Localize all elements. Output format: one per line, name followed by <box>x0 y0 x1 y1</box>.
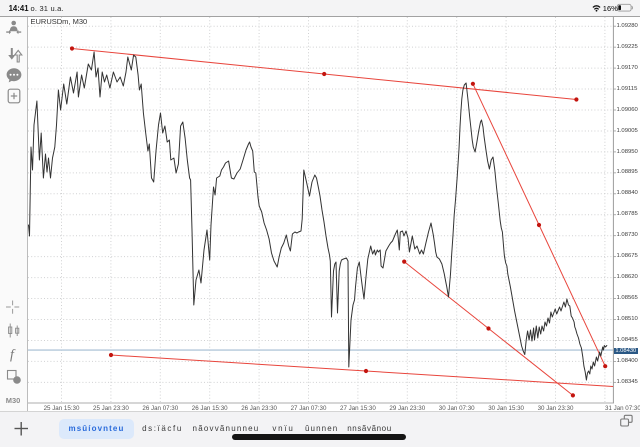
svg-text:f: f <box>10 348 16 363</box>
